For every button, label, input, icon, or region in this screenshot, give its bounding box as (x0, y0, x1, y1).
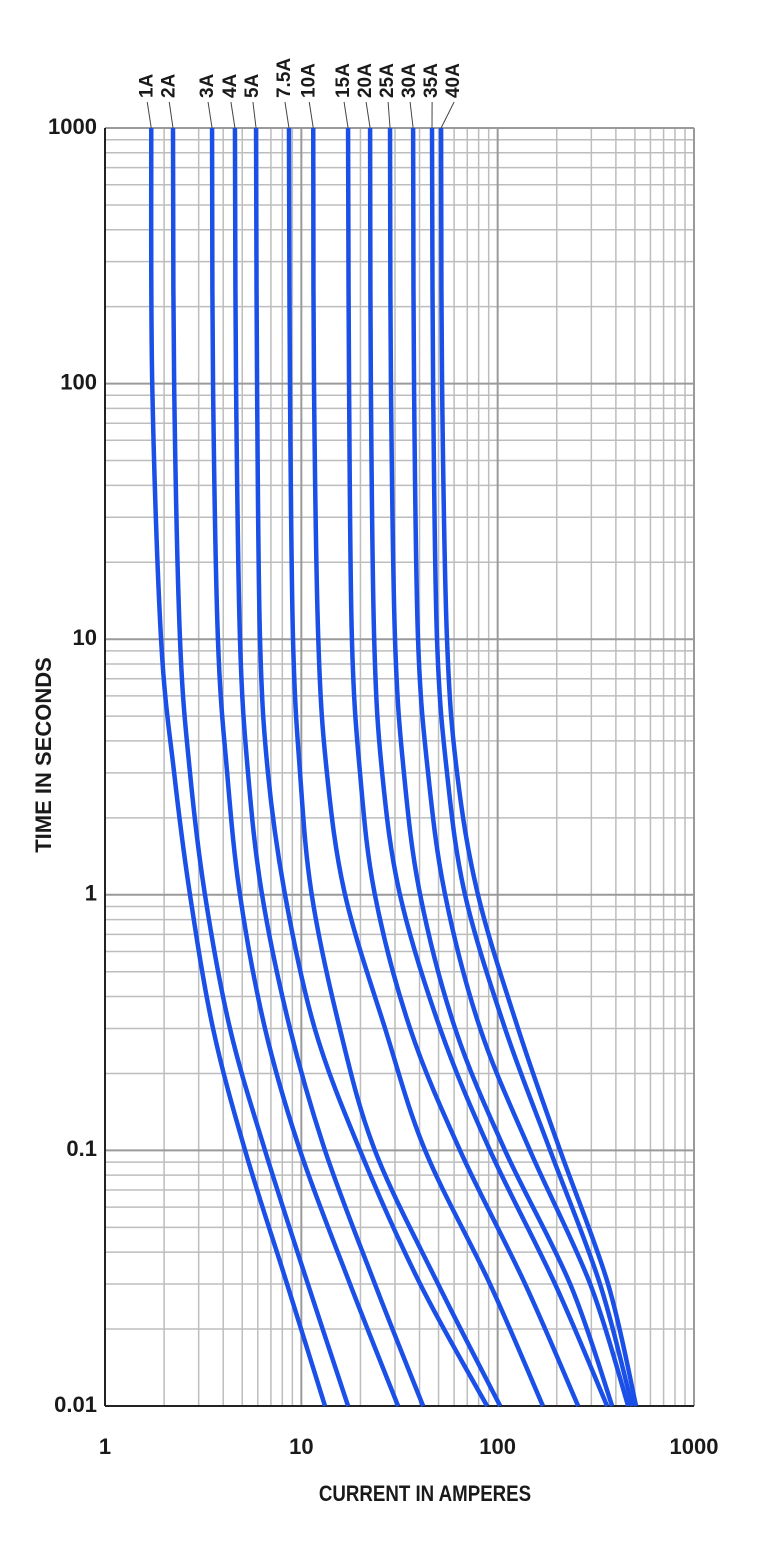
legend-label: 1A (136, 73, 157, 98)
leader-line (146, 101, 152, 129)
leader-line (230, 101, 236, 129)
curve (387, 127, 615, 1407)
leader-line (387, 101, 391, 129)
leader-line (252, 101, 257, 129)
x-axis-label: CURRENT IN AMPERES (319, 1482, 531, 1506)
legend-label: 30A (399, 63, 420, 98)
leader-line (168, 101, 174, 129)
legend-label: 20A (355, 63, 376, 98)
curve (286, 127, 503, 1408)
legend-label: 2A (158, 73, 179, 98)
leader-line (207, 101, 213, 129)
y-tick-label: 1 (85, 881, 97, 906)
legend-label: 7.5A (274, 58, 295, 98)
curve (253, 127, 490, 1408)
x-tick-label: 1 (99, 1434, 111, 1459)
leader-line (365, 101, 371, 129)
y-tick-label: 100 (60, 369, 97, 394)
x-tick-label: 10 (289, 1434, 313, 1459)
curve (438, 127, 639, 1407)
leader-line (409, 101, 414, 129)
legend-label: 15A (333, 63, 354, 98)
legend-label: 10A (298, 63, 319, 98)
leader-line (343, 101, 349, 129)
curve (311, 127, 545, 1407)
leader-line (440, 101, 455, 129)
legend-label: 25A (377, 63, 398, 98)
legend-label: 5A (242, 73, 263, 98)
x-tick-label: 1000 (670, 1434, 719, 1459)
curve (209, 127, 401, 1407)
curve (367, 127, 610, 1407)
legend-label: 4A (220, 73, 241, 98)
leader-line (284, 101, 290, 129)
curve (345, 127, 581, 1407)
y-tick-label: 10 (73, 625, 97, 650)
curve (148, 127, 328, 1407)
curve (170, 127, 351, 1407)
curve (232, 127, 426, 1407)
legend-label: 40A (443, 63, 464, 98)
curve (410, 127, 631, 1407)
y-tick-label: 0.1 (66, 1136, 97, 1161)
y-tick-label: 1000 (48, 114, 97, 139)
x-tick-label: 100 (479, 1434, 516, 1459)
legend-label: 35A (421, 63, 442, 98)
legend-label: 3A (197, 73, 218, 98)
leader-line (308, 101, 314, 129)
y-tick-label: 0.01 (54, 1392, 97, 1417)
curve (429, 127, 635, 1407)
y-axis-label: TIME IN SECONDS (31, 657, 56, 853)
